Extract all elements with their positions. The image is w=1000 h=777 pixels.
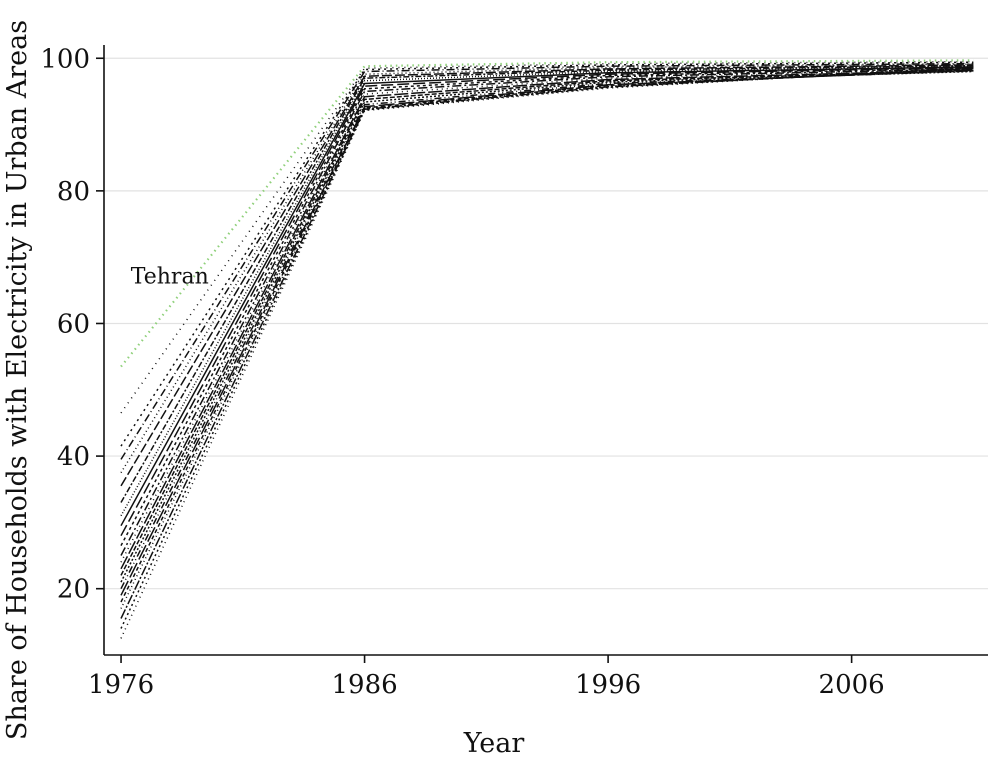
y-tick-label: 100 [40, 44, 90, 74]
x-tick-label: 1986 [331, 670, 397, 700]
series-line [120, 65, 974, 517]
series-line [120, 68, 974, 556]
series-line [120, 70, 974, 590]
series-group [120, 59, 974, 639]
series-line [120, 70, 974, 583]
x-tick-label: 1976 [88, 670, 154, 700]
x-axis-title: Year [463, 728, 525, 759]
series-line [120, 64, 974, 487]
axes [103, 45, 988, 656]
y-tick-label: 40 [57, 442, 90, 472]
x-tick-label: 1996 [575, 670, 641, 700]
ticks: 20 40 60 80 100 1976 1986 1996 2006 [40, 44, 884, 700]
series-line [120, 69, 974, 596]
series-line [120, 63, 974, 474]
y-tick-label: 20 [57, 575, 90, 605]
y-tick-label: 80 [57, 177, 90, 207]
series-line [120, 69, 974, 570]
series-line [120, 60, 974, 414]
series-line [120, 68, 974, 603]
series-line [120, 66, 974, 639]
series-line [120, 70, 974, 576]
annotation-tehran: Tehran [131, 265, 209, 290]
series-line [120, 66, 974, 537]
series-line-tehran [120, 59, 974, 368]
series-line [120, 66, 974, 629]
series-line [120, 67, 974, 546]
y-tick-label: 60 [57, 309, 90, 339]
y-axis-title: Share of Households with Electricity in … [2, 20, 33, 740]
series-line [120, 62, 974, 460]
gridlines [104, 57, 988, 590]
series-line [120, 66, 974, 527]
x-tick-label: 2006 [819, 670, 885, 700]
series-line [120, 64, 974, 503]
series-line [120, 68, 974, 563]
series-line [120, 61, 974, 447]
